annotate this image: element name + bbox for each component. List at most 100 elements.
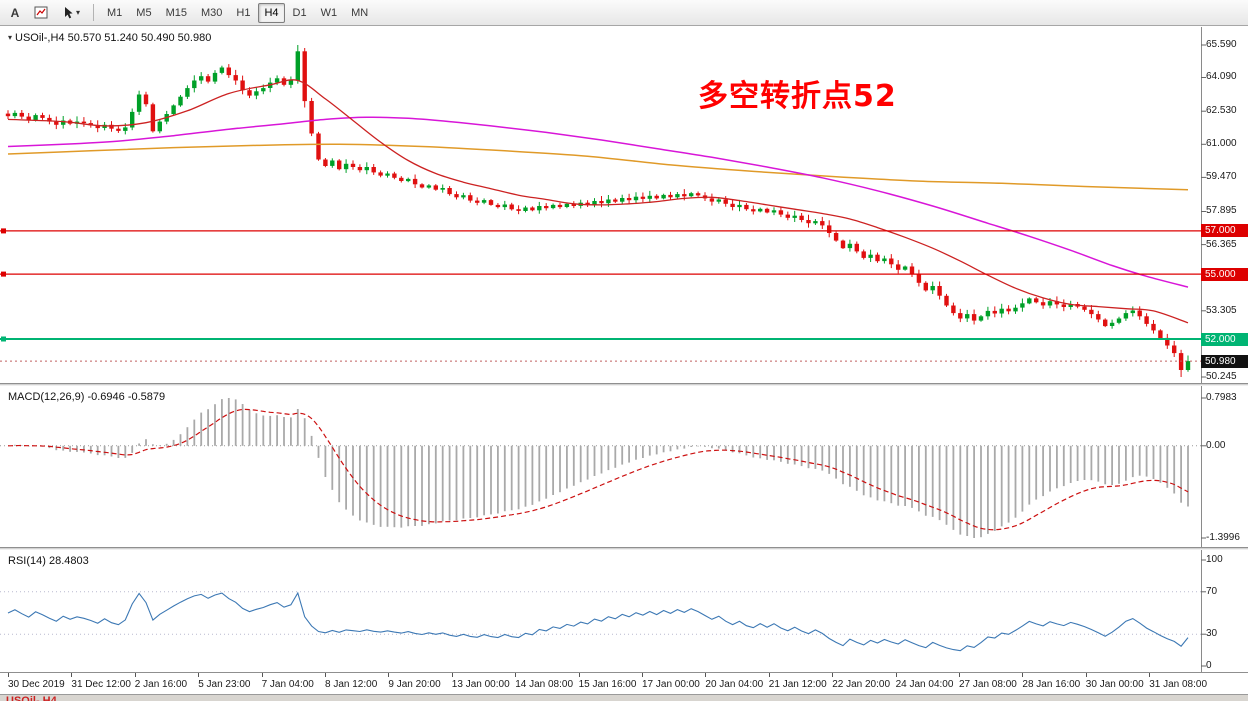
time-axis-label: 7 Jan 04:00 xyxy=(261,679,314,690)
cursor-icon xyxy=(65,6,73,18)
rsi-canvas[interactable] xyxy=(0,550,1248,672)
ma-fast-red xyxy=(7,79,1189,324)
time-axis-label: 21 Jan 12:00 xyxy=(768,679,827,690)
time-axis-label: 28 Jan 16:00 xyxy=(1022,679,1081,690)
time-axis-label: 5 Jan 23:00 xyxy=(198,679,251,690)
time-axis-tick xyxy=(134,673,136,677)
time-axis-tick xyxy=(515,673,517,677)
candlestick-series xyxy=(5,45,1191,377)
toolbar-separator xyxy=(93,4,95,21)
time-axis-tick xyxy=(578,673,580,677)
timeframe-button-m15[interactable]: M15 xyxy=(160,3,193,23)
hline-anchor xyxy=(1,271,6,277)
rsi-axis-label: 100 xyxy=(1206,554,1223,565)
price-tick-label: 53.305 xyxy=(1206,304,1237,316)
time-axis-tick xyxy=(261,673,263,677)
rsi-axis-label: 30 xyxy=(1206,628,1218,640)
time-axis-label: 17 Jan 00:00 xyxy=(642,679,700,690)
chart-title-text: USOil-,H4 50.570 51.240 50.490 50.980 xyxy=(15,32,212,44)
rsi-axis-label: 0 xyxy=(1206,660,1212,671)
ma-mid-magenta xyxy=(7,116,1189,288)
time-axis-tick xyxy=(642,673,643,677)
timeframe-button-mn[interactable]: MN xyxy=(345,3,374,23)
macd-signal-line xyxy=(7,408,1189,531)
time-axis-tick xyxy=(768,673,770,677)
timeframe-button-m1[interactable]: M1 xyxy=(101,3,128,23)
macd-title: MACD(12,26,9) -0.6946 -0.5879 xyxy=(8,391,166,403)
rsi-line xyxy=(7,591,1189,652)
time-axis-tick xyxy=(832,673,834,677)
time-axis-label: 8 Jan 12:00 xyxy=(325,679,378,690)
macd-axis-label: -1.3996 xyxy=(1206,532,1240,543)
timeframe-button-h1[interactable]: H1 xyxy=(230,3,256,23)
chart-title: ▾ USOil-,H4 50.570 51.240 50.490 50.980 xyxy=(8,32,211,44)
time-axis-tick xyxy=(959,673,960,677)
ma-slow-orange xyxy=(7,143,1189,191)
time-axis-label: 30 Jan 00:00 xyxy=(1085,679,1144,690)
macd-pane[interactable]: MACD(12,26,9) -0.6946 -0.5879 0.7983 0.00… xyxy=(0,386,1248,547)
time-axis-label: 27 Jan 08:00 xyxy=(959,679,1017,690)
time-axis-tick xyxy=(451,673,453,677)
timeframe-button-m5[interactable]: M5 xyxy=(130,3,157,23)
macd-axis-label: 0.00 xyxy=(1206,439,1226,451)
time-axis-label: 22 Jan 20:00 xyxy=(832,679,891,690)
time-axis-tick xyxy=(198,673,200,677)
time-axis-label: 15 Jan 16:00 xyxy=(578,679,637,690)
time-axis-tick xyxy=(895,673,897,677)
time-axis-tick xyxy=(1022,673,1024,677)
time-axis-label: 31 Jan 08:00 xyxy=(1149,679,1208,690)
price-line-label: 52.000 xyxy=(1201,332,1248,346)
time-axis-tick xyxy=(1085,673,1087,677)
time-axis-label: 20 Jan 04:00 xyxy=(705,679,764,690)
rsi-axis-label: 70 xyxy=(1206,585,1218,597)
price-tick-label: 57.895 xyxy=(1206,205,1237,217)
timeframe-button-m30[interactable]: M30 xyxy=(195,3,228,23)
timeframe-button-h4[interactable]: H4 xyxy=(258,2,285,23)
text-tool-button[interactable]: A xyxy=(4,3,26,23)
time-axis[interactable]: 30 Dec 2019 31 Dec 12:00 2 Jan 16:00 5 Jan … xyxy=(0,672,1248,694)
macd-histogram xyxy=(13,398,1189,538)
annotation-text: 多空转折点52 xyxy=(698,79,897,114)
price-chart-canvas[interactable] xyxy=(0,27,1248,383)
time-axis-tick xyxy=(1149,673,1151,677)
pane-divider[interactable] xyxy=(0,547,1248,550)
macd-axis-label: 0.7983 xyxy=(1206,392,1237,403)
toolbar: A ▾ M1 M5 M15 M30 H1 H4 D1 W1 MN xyxy=(0,0,1248,26)
price-line-label: 50.980 xyxy=(1201,354,1248,368)
price-tick-label: 62.530 xyxy=(1206,105,1237,117)
text-tool-label: A xyxy=(10,5,20,20)
price-tick-label: 65.590 xyxy=(1206,39,1237,50)
hline-anchor xyxy=(1,336,6,342)
time-axis-label: 2 Jan 16:00 xyxy=(134,679,188,690)
price-tick-label: 59.470 xyxy=(1206,171,1237,183)
chart-icon xyxy=(34,6,48,19)
chart-tool-button[interactable] xyxy=(28,3,54,23)
time-axis-label: 24 Jan 04:00 xyxy=(895,679,954,690)
price-tick-label: 61.000 xyxy=(1206,138,1237,150)
time-axis-tick xyxy=(705,673,707,677)
chart-tab-label[interactable]: USOil-,H4 xyxy=(6,695,57,701)
price-tick-label: 56.365 xyxy=(1206,238,1237,250)
cursor-tool-button[interactable]: ▾ xyxy=(56,3,86,23)
main-chart-pane[interactable]: ▾ USOil-,H4 50.570 51.240 50.490 50.980 多… xyxy=(0,27,1248,383)
time-axis-tick xyxy=(325,673,326,677)
chart-marker-icon: ▾ xyxy=(8,33,13,42)
time-axis-label: 13 Jan 00:00 xyxy=(451,679,510,690)
timeframe-button-d1[interactable]: D1 xyxy=(287,3,313,23)
price-line-label: 55.000 xyxy=(1201,267,1248,281)
pane-divider[interactable] xyxy=(0,383,1248,386)
time-axis-label: 9 Jan 20:00 xyxy=(388,679,441,690)
time-axis-tick xyxy=(71,673,73,677)
time-axis-tick xyxy=(8,673,9,677)
price-tick-label: 64.090 xyxy=(1206,71,1237,83)
time-axis-label: 30 Dec 2019 xyxy=(8,679,65,690)
price-line-label: 57.000 xyxy=(1201,224,1248,238)
time-axis-label: 31 Dec 12:00 xyxy=(71,679,131,690)
macd-canvas[interactable] xyxy=(0,386,1248,547)
time-axis-tick xyxy=(388,673,390,677)
chart-tab-bar[interactable]: USOil-,H4 xyxy=(0,694,1248,701)
rsi-pane[interactable]: RSI(14) 28.4803 100 70 30 0 xyxy=(0,550,1248,672)
time-axis-label: 14 Jan 08:00 xyxy=(515,679,574,690)
timeframe-button-w1[interactable]: W1 xyxy=(315,3,344,23)
timeframe-group: M1 M5 M15 M30 H1 H4 D1 W1 MN xyxy=(100,2,375,23)
